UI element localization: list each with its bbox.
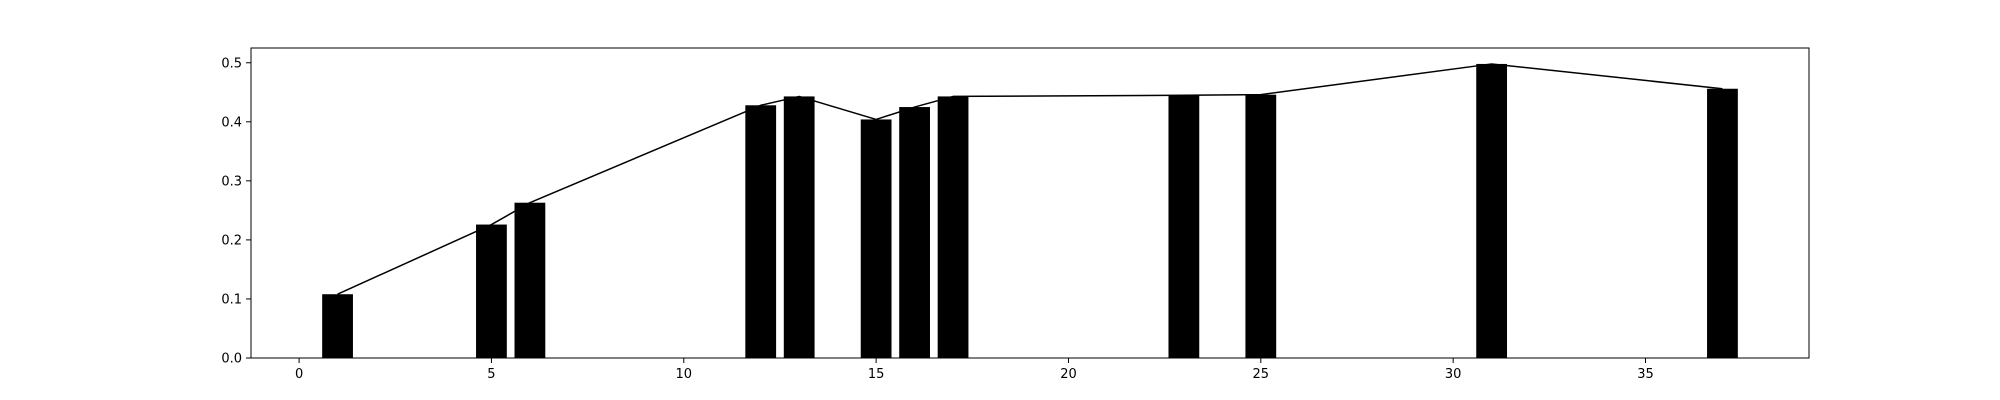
x-axis: 0 5 10 15 20 25 30 35 [295,358,1654,382]
x-tick-label-5: 5 [487,367,495,382]
y-tick-label-3: 0.3 [221,174,242,189]
y-tick-label-2: 0.2 [221,233,242,248]
bar-13 [783,96,815,359]
bar-25 [1245,94,1277,359]
x-tick-label-30: 30 [1445,367,1462,382]
bar-5 [476,224,507,358]
x-tick-label-15: 15 [868,367,885,382]
plot-frame [250,47,1810,359]
x-tick-label-35: 35 [1637,367,1654,382]
bar-17 [937,96,969,359]
x-tick-label-20: 20 [1060,367,1077,382]
bar-31 [1476,63,1508,358]
line-layer [337,63,1723,295]
bars-layer [322,63,1738,359]
bar-37 [1707,88,1738,358]
x-tick-label-25: 25 [1253,367,1270,382]
y-tick-label-0: 0.0 [221,352,242,367]
bar-23 [1168,95,1200,358]
bar-12 [745,105,777,359]
y-tick-label-5: 0.5 [221,56,242,71]
bar-1 [322,294,353,358]
bar-16 [899,107,930,358]
y-tick-label-4: 0.4 [221,115,242,130]
bar-15 [860,119,892,358]
x-tick-label-0: 0 [295,367,303,382]
bar-6 [514,202,546,358]
series-line [337,63,1723,295]
x-tick-label-10: 10 [676,367,693,382]
y-tick-label-1: 0.1 [221,292,242,307]
y-axis: 0.0 0.1 0.2 0.3 0.4 0.5 [221,56,251,367]
